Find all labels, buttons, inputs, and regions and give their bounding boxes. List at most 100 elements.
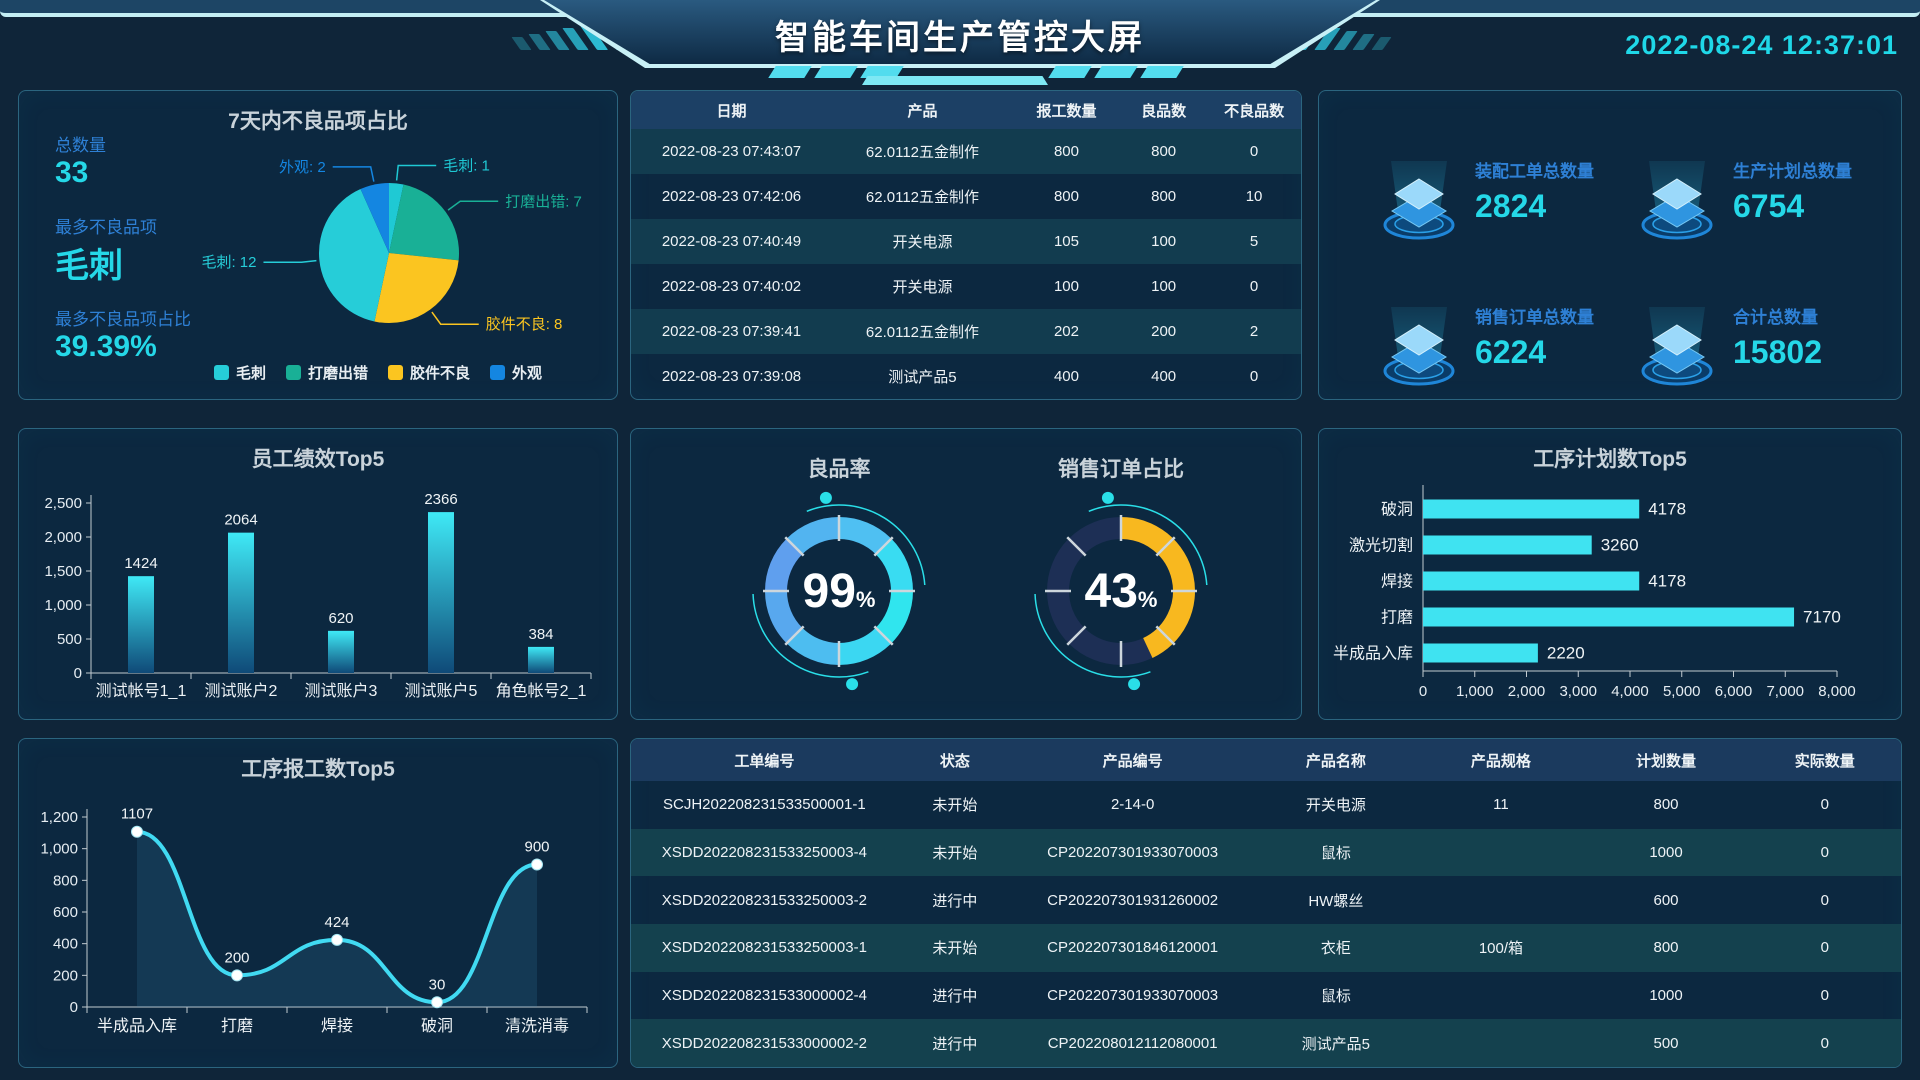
title-plate: 智能车间生产管控大屏: [540, 0, 1380, 68]
cell: 100/箱: [1478, 940, 1524, 958]
card-value: 6224: [1475, 334, 1547, 370]
cell: 600: [1653, 891, 1679, 909]
svg-text:7,000: 7,000: [1766, 683, 1804, 700]
cell: 0: [1820, 939, 1829, 957]
cell: 0: [1820, 987, 1829, 1005]
panel-title: 工序报工数Top5: [241, 758, 395, 781]
cell: XSDD202208231533250003-1: [661, 939, 867, 957]
svg-text:1,500: 1,500: [44, 563, 82, 580]
svg-text:620: 620: [328, 610, 353, 627]
pie-legend: 毛刺 打磨出错 胶件不良 外观: [149, 362, 607, 383]
svg-text:900: 900: [524, 839, 549, 856]
svg-text:3260: 3260: [1601, 536, 1639, 555]
gauge-title: 良品率: [807, 458, 871, 481]
cell: 800: [1151, 188, 1177, 205]
cell: 62.0112五金制作: [865, 144, 979, 161]
legend-swatch-icon: [285, 365, 301, 380]
cell: 100: [1151, 278, 1177, 295]
svg-text:0: 0: [70, 999, 78, 1016]
legend-item[interactable]: 打磨出错: [285, 362, 368, 383]
cell: 62.0112五金制作: [865, 189, 979, 206]
table-row: XSDD202208231533000002-4 进行中 CP20220730193…: [631, 972, 1901, 1020]
svg-text:清洗消毒: 清洗消毒: [505, 1017, 569, 1035]
cell: 进行中: [932, 892, 978, 910]
table-row: XSDD202208231533250003-4 未开始 CP20220730193…: [631, 828, 1901, 877]
svg-text:打磨: 打磨: [1381, 609, 1413, 627]
cell: 100: [1053, 278, 1079, 295]
cell: 未开始: [932, 940, 978, 958]
cell: 800: [1653, 939, 1679, 957]
column-header: 状态: [939, 752, 970, 770]
legend-swatch-icon: [213, 365, 229, 380]
stat-value: 39.39%: [55, 330, 157, 363]
svg-text:30: 30: [429, 976, 446, 993]
cell: 未开始: [932, 845, 978, 862]
column-header: 报工数量: [1036, 102, 1097, 120]
svg-text:1,000: 1,000: [44, 597, 82, 614]
layers-icon: [1383, 161, 1455, 240]
legend-swatch-icon: [490, 365, 506, 380]
column-header: 日期: [716, 102, 747, 120]
cell: 0: [1820, 844, 1829, 861]
legend-label: 胶件不良: [410, 365, 471, 382]
cell: 500: [1653, 1034, 1679, 1052]
legend-item[interactable]: 毛刺: [213, 362, 266, 383]
svg-text:半成品入库: 半成品入库: [1333, 645, 1413, 663]
cell: XSDD202208231533250003-4: [661, 844, 867, 861]
card-label: 销售订单总数量: [1475, 308, 1594, 327]
cell: CP202207301931260002: [1047, 891, 1219, 909]
svg-text:0: 0: [1419, 683, 1427, 700]
legend-swatch-icon: [388, 365, 403, 380]
legend-item[interactable]: 胶件不良: [388, 362, 470, 383]
gauge-title: 销售订单占比: [1058, 458, 1184, 481]
svg-text:1107: 1107: [121, 806, 153, 823]
svg-text:1,200: 1,200: [40, 809, 78, 826]
column-header: 产品编号: [1102, 752, 1163, 770]
cell: 开关电源: [892, 234, 953, 251]
stat-card: 装配工单总数量 2824: [1379, 153, 1629, 283]
decor-accent-right: [1048, 66, 1184, 78]
column-header: 产品名称: [1305, 752, 1366, 770]
cell: 800: [1053, 143, 1079, 160]
column-header: 实际数量: [1794, 752, 1855, 770]
stat-label: 总数量: [55, 136, 106, 155]
svg-text:400: 400: [53, 936, 78, 953]
legend-item[interactable]: 外观: [490, 362, 542, 383]
work-report-table: 日期 产品 报工数量 良品数 不良品数 2022-08-23 07:43:07 62.011…: [631, 91, 1301, 399]
layers-icon: [1641, 307, 1713, 386]
svg-text:200: 200: [224, 949, 249, 966]
cell: 开关电源: [892, 279, 953, 296]
cell: 400: [1053, 368, 1079, 385]
cell: 800: [1151, 143, 1177, 160]
svg-text:2,000: 2,000: [44, 529, 82, 546]
table-row: SCJH202208231533500001-1 未开始 2-14-0 开关电源 11 8…: [631, 781, 1901, 829]
table-row: 2022-08-23 07:43:07 62.0112五金制作 800 800 0: [631, 129, 1301, 174]
svg-text:4178: 4178: [1648, 500, 1686, 519]
performance-bar-chart: 0 500 1,000 1,500 2,000 2,500 1424 测试帐号1_1 2064 测…: [29, 477, 609, 718]
card-value: 6754: [1733, 188, 1805, 224]
legend-label: 外观: [512, 365, 543, 382]
svg-text:500: 500: [57, 631, 82, 648]
svg-text:测试帐号1_1: 测试帐号1_1: [96, 682, 187, 700]
table-row: 2022-08-23 07:42:06 62.0112五金制作 800 800 10: [631, 174, 1301, 219]
svg-text:破洞: 破洞: [421, 1017, 453, 1035]
cell: 800: [1653, 796, 1679, 814]
stat-card: 销售订单总数量 6224: [1379, 299, 1629, 399]
svg-text:384: 384: [528, 626, 553, 643]
cell: SCJH202208231533500001-1: [663, 796, 866, 814]
svg-text:3,000: 3,000: [1559, 683, 1597, 700]
cell: 400: [1151, 368, 1177, 385]
svg-text:角色帐号2_1: 角色帐号2_1: [496, 682, 587, 700]
cell: 进行中: [932, 1035, 978, 1053]
legend-label: 打磨出错: [307, 365, 368, 382]
svg-text:测试账户3: 测试账户3: [305, 682, 378, 700]
svg-text:600: 600: [53, 904, 78, 921]
stat-value: 33: [55, 156, 89, 189]
table-row: 2022-08-23 07:39:41 62.0112五金制作 202 200 2: [631, 309, 1301, 354]
sales-order-gauge: 43%: [961, 471, 1281, 711]
cell: 2: [1249, 323, 1259, 340]
svg-text:外观: 2: 外观: 2: [279, 159, 326, 176]
cell: 开关电源: [1305, 797, 1366, 815]
cell: 0: [1249, 368, 1259, 385]
cell: 2022-08-23 07:39:08: [661, 368, 802, 385]
